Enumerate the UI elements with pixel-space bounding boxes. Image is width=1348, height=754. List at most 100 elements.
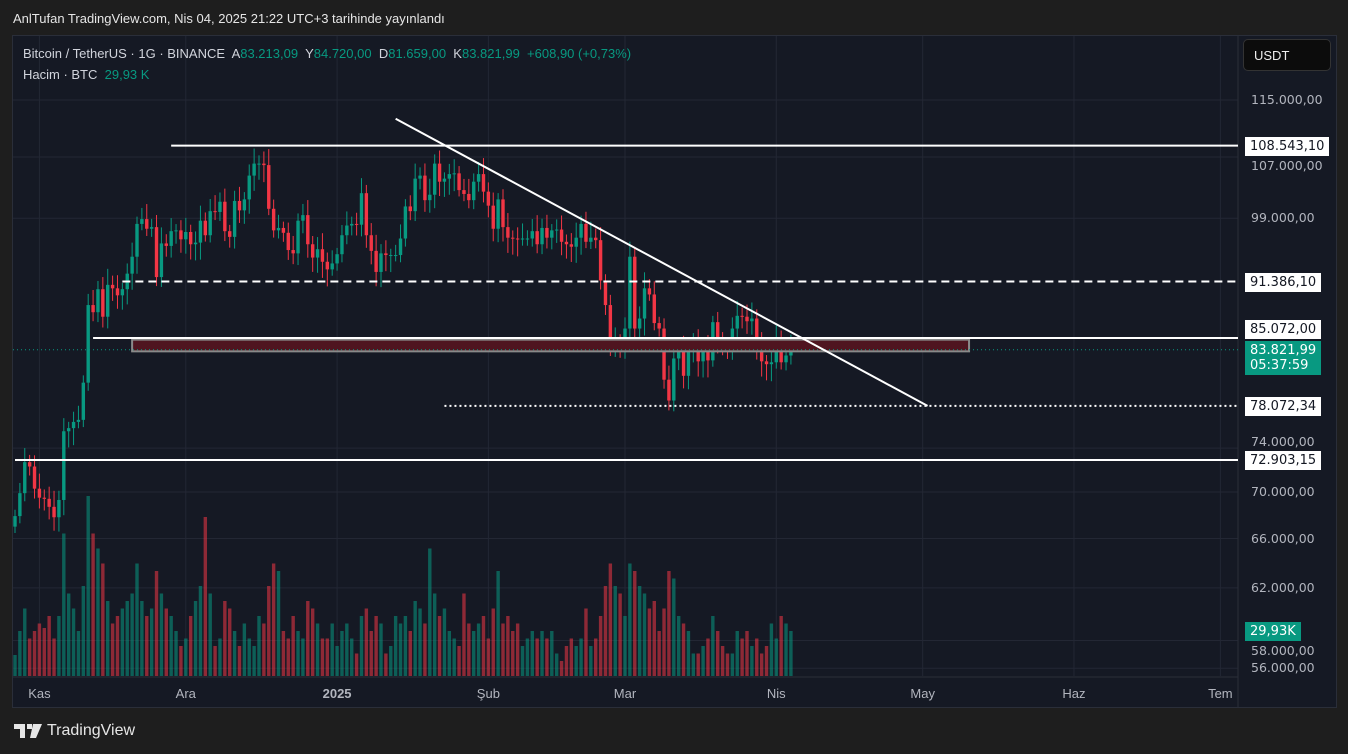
- candle-body: [57, 499, 61, 518]
- candle-body: [135, 223, 139, 257]
- symbol-name[interactable]: Bitcoin / TetherUS · 1G · BINANCE: [23, 46, 226, 61]
- volume-bar: [515, 623, 520, 676]
- volume-bar: [223, 601, 227, 676]
- candle-body: [291, 250, 295, 254]
- candle-body: [120, 289, 125, 296]
- candle-body: [320, 249, 325, 262]
- volume-bar: [535, 638, 539, 676]
- volume-bar: [589, 646, 593, 676]
- price-axis-label: 70.000,00: [1251, 484, 1315, 500]
- candle-body: [647, 288, 652, 295]
- candle-body: [52, 506, 56, 518]
- candle-body: [149, 227, 154, 229]
- price-tag-91386: 91.386,10: [1245, 272, 1322, 292]
- volume-bar: [750, 646, 754, 676]
- candle-body: [584, 223, 588, 242]
- candle-body: [437, 163, 442, 182]
- candle-body: [603, 280, 608, 306]
- candle-body: [452, 173, 456, 175]
- tradingview-logo[interactable]: TradingView: [14, 722, 135, 740]
- volume-bar: [559, 661, 564, 676]
- candle-body: [540, 227, 544, 245]
- candle-body: [23, 462, 27, 494]
- volume-bar: [286, 638, 290, 676]
- candle-body: [379, 253, 383, 272]
- volume-bar: [442, 608, 447, 676]
- candle-body: [550, 230, 554, 238]
- time-axis-label: May: [910, 686, 935, 701]
- volume-bar: [506, 616, 510, 676]
- volume-bar: [179, 646, 183, 676]
- volume-bar: [169, 616, 173, 676]
- symbol-legend: Bitcoin / TetherUS · 1G · BINANCE A83.21…: [23, 46, 631, 61]
- candle-body: [623, 328, 627, 346]
- volume-bar: [120, 608, 125, 676]
- candle-body: [789, 349, 793, 356]
- candle-body: [657, 323, 661, 329]
- candle-body: [642, 288, 647, 319]
- candle-body: [413, 178, 417, 212]
- time-axis-label: Haz: [1062, 686, 1086, 701]
- volume-bar: [496, 571, 500, 676]
- chart-canvas[interactable]: [13, 36, 1337, 708]
- price-axis-label: 107.000,00: [1251, 158, 1323, 173]
- volume-bar: [164, 608, 168, 676]
- volume-bar: [389, 646, 393, 676]
- volume-bar: [296, 631, 300, 676]
- volume-bar: [291, 616, 295, 676]
- candle-body: [247, 175, 251, 200]
- candle-body: [169, 231, 173, 246]
- candle-body: [193, 242, 198, 245]
- volume-bar: [125, 601, 129, 676]
- volume-bar: [81, 586, 86, 676]
- candle-body: [369, 235, 373, 251]
- volume-bar: [154, 571, 159, 676]
- candle-body: [501, 199, 505, 228]
- candle-body: [535, 231, 539, 245]
- volume-bar: [247, 638, 251, 676]
- candle-body: [208, 211, 212, 236]
- close-value: 83.821,99: [461, 46, 520, 61]
- candle-body: [374, 250, 378, 272]
- volume-bar: [584, 608, 588, 676]
- candle-body: [330, 263, 334, 270]
- volume-bar: [481, 616, 486, 676]
- volume-bar: [594, 638, 598, 676]
- volume-bar: [345, 623, 349, 676]
- time-axis-label: Nis: [766, 686, 786, 701]
- candle-body: [769, 362, 774, 365]
- currency-button[interactable]: USDT: [1243, 39, 1331, 71]
- price-axis-label: 99.000,00: [1251, 210, 1315, 226]
- volume-bar: [159, 593, 164, 676]
- volume-bar: [691, 653, 696, 676]
- candle-body: [37, 488, 42, 498]
- volume-bar: [623, 616, 627, 676]
- volume-bar: [755, 638, 759, 676]
- candle-body: [164, 243, 168, 246]
- candle-body: [71, 421, 76, 429]
- volume-bar: [418, 608, 422, 676]
- volume-bar: [735, 631, 739, 676]
- publication-info: AnlTufan TradingView.com, Nis 04, 2025 2…: [13, 11, 445, 26]
- volume-bar: [398, 623, 403, 676]
- volume-bar: [784, 623, 788, 676]
- volume-bar: [432, 593, 437, 676]
- open-label: A: [231, 46, 241, 61]
- volume-bar: [76, 631, 81, 676]
- chart-panel[interactable]: Bitcoin / TetherUS · 1G · BINANCE A83.21…: [12, 35, 1337, 708]
- volume-label[interactable]: Hacim · BTC: [23, 67, 98, 82]
- volume-bar: [764, 646, 769, 676]
- candle-body: [559, 229, 564, 242]
- current-price-tag: 83.821,99 05:37:59: [1245, 340, 1322, 375]
- volume-bar: [188, 616, 193, 676]
- candle-body: [681, 350, 686, 376]
- candle-body: [340, 235, 344, 255]
- candle-body: [530, 231, 534, 239]
- volume-bar: [27, 638, 32, 676]
- candle-body: [101, 289, 105, 317]
- candle-body: [706, 348, 710, 361]
- candle-body: [554, 229, 559, 231]
- volume-bar: [364, 608, 369, 676]
- candle-body: [18, 493, 22, 517]
- candle-body: [506, 227, 510, 238]
